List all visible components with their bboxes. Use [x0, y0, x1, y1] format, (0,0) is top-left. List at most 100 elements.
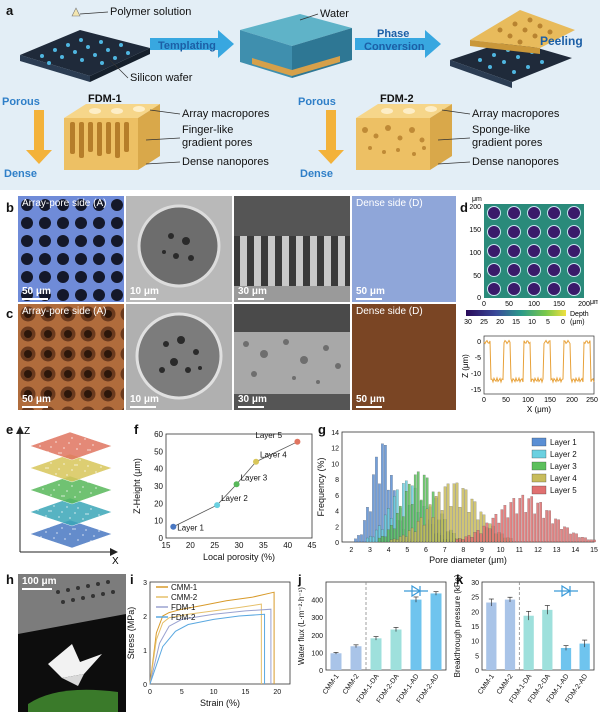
f-y-tick: 50 [154, 447, 163, 456]
i-ylabel: Stress (MPa) [126, 607, 136, 660]
silicon-wafer-label: Silicon wafer [130, 72, 193, 84]
e-layer-pore [63, 463, 65, 465]
d-cbar-5: 5 [546, 319, 550, 326]
g-bar [527, 498, 531, 543]
d-pore [547, 206, 561, 220]
d-px-100: 100 [522, 397, 534, 404]
g-bar [539, 502, 542, 543]
d-y-tick-0: 0 [477, 295, 481, 302]
f-frame [165, 433, 313, 539]
d-pore [527, 282, 541, 296]
g-bar [545, 510, 548, 543]
g-bar [530, 496, 534, 543]
g-bar [354, 538, 357, 543]
i-legend-label-3: FDM-1 [171, 603, 196, 612]
e-layer-pore [37, 461, 39, 463]
g-x-tick: 7 [443, 547, 447, 554]
f-point-1 [170, 523, 177, 530]
e-layer-pore [53, 537, 55, 539]
h-photo [18, 574, 126, 712]
e-layer-pore [45, 531, 47, 533]
g-xlabel: Pore diameter (μm) [429, 555, 507, 565]
panel-f-label: f [134, 422, 139, 437]
g-legend-label-3: Layer 3 [550, 462, 577, 471]
d-pore [487, 263, 501, 277]
e-layer-pore [98, 530, 100, 532]
i-x-tick: 0 [148, 689, 152, 696]
polymer-solution-label: Polymer solution [110, 6, 192, 18]
g-x-tick: 4 [387, 547, 391, 554]
e-layer-stack [29, 431, 113, 549]
polymer-layer [252, 56, 340, 76]
h-scale-text: 100 μm [22, 576, 57, 587]
c-pore-closeup-image [126, 304, 232, 410]
b-scalebar-1: 50 μm [22, 286, 51, 300]
g-bar [437, 491, 441, 543]
k-bar-6 [579, 643, 590, 670]
g-legend-swatch-3 [531, 461, 547, 471]
k-frame [481, 581, 595, 671]
g-bar [381, 536, 384, 543]
c-array-side-label: Array-pore side (A) [22, 306, 107, 317]
i-frame [149, 581, 291, 685]
g-bar [521, 494, 525, 543]
f-x-tick: 35 [259, 541, 268, 550]
i-y-tick: 2 [143, 614, 147, 621]
e-layer-pore [50, 494, 52, 496]
d-pore [527, 225, 541, 239]
g-bar [407, 530, 411, 543]
e-layer-pore [82, 534, 84, 536]
e-layer-pore [64, 538, 66, 540]
g-bar [357, 535, 360, 543]
g-bar [503, 505, 507, 543]
e-layer-pore [55, 473, 57, 475]
e-layer-pore [95, 471, 97, 473]
j-ylabel: Water flux (L·m⁻²·h⁻¹) [297, 587, 306, 665]
e-layer-pore [98, 514, 100, 516]
j-bar-6 [430, 593, 442, 670]
g-bar [419, 517, 423, 543]
g-bar [396, 512, 399, 543]
f-point-label-3: Layer 3 [241, 473, 268, 482]
e-layer-pore [87, 481, 89, 483]
d-pore [507, 282, 521, 296]
d-pore [567, 225, 581, 239]
f-point-label-2: Layer 2 [221, 494, 248, 503]
e-layer-pore [79, 443, 81, 445]
i-xlabel: Strain (%) [200, 698, 240, 708]
c-scale-text-3: 30 μm [238, 394, 267, 405]
e-layer-pore [42, 440, 44, 442]
peeling-label: Peeling [540, 34, 583, 48]
porous-dense-arrow-2 [318, 110, 344, 164]
g-bar [557, 519, 560, 543]
e-z-label: Z [24, 426, 30, 437]
panel-d-profilometry: μm 200 150 100 50 0 0 50 100 150 200 μm … [462, 196, 598, 414]
e-layer-pore [72, 528, 74, 530]
j-category-2: CMM-2 [342, 673, 361, 696]
g-bar [402, 534, 405, 543]
e-layer-pore [74, 464, 76, 466]
k-y-tick: 5 [475, 653, 479, 660]
g-bar [455, 482, 459, 543]
d-pore [567, 244, 581, 258]
g-x-tick: 15 [590, 547, 598, 554]
panel-e-label: e [6, 422, 14, 437]
f-x-tick: 15 [162, 541, 171, 550]
b-pore-array [18, 196, 124, 302]
d-profile-ylabel: Z (μm) [462, 354, 470, 378]
f-y-tick: 40 [154, 465, 163, 474]
d-pore [567, 282, 581, 296]
g-bar [461, 488, 465, 543]
f-x-tick: 20 [186, 541, 195, 550]
i-legend-label-1: CMM-1 [171, 583, 198, 592]
e-x-label: X [112, 556, 119, 564]
g-bar [387, 529, 390, 543]
g-bar [366, 507, 369, 543]
c-scale-text-4: 50 μm [356, 394, 385, 405]
g-x-tick: 9 [480, 547, 484, 554]
f-x-tick: 45 [308, 541, 317, 550]
d-cbar-10: 10 [528, 319, 536, 326]
d-px-150: 150 [544, 397, 556, 404]
panel-j-chart: 0 100 200 300 400 Water flux (L·m⁻²·h⁻¹) CMM-1… [297, 581, 447, 705]
e-layer-pore [90, 492, 92, 494]
